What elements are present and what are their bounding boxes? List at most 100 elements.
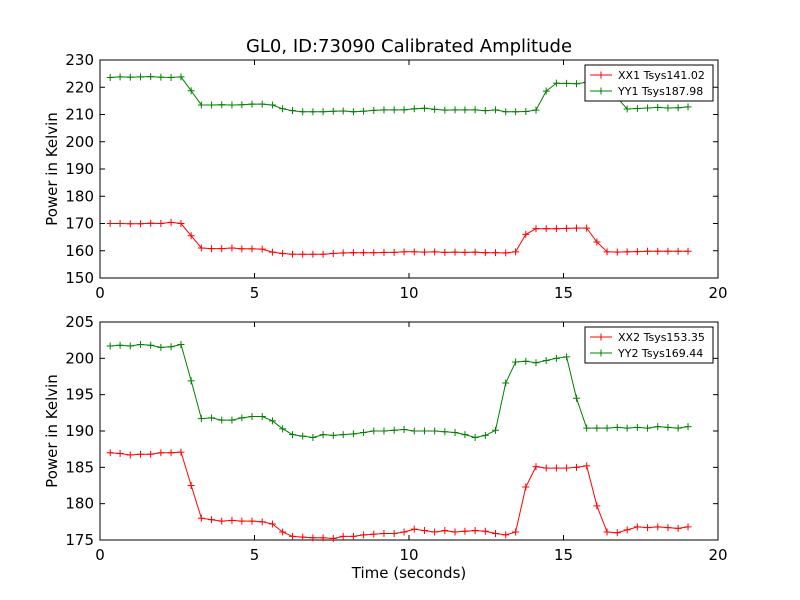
data-point bbox=[187, 377, 195, 385]
data-point bbox=[268, 520, 276, 528]
data-point bbox=[481, 431, 489, 439]
x-tick-label: 15 bbox=[554, 546, 573, 564]
data-point bbox=[126, 73, 134, 81]
data-point bbox=[552, 354, 560, 362]
data-point bbox=[664, 104, 672, 112]
data-point bbox=[522, 357, 530, 365]
x-tick-label: 10 bbox=[399, 284, 418, 302]
data-point bbox=[329, 107, 337, 115]
data-point bbox=[299, 250, 307, 258]
x-tick-label: 15 bbox=[554, 284, 573, 302]
data-point bbox=[248, 412, 256, 420]
data-point bbox=[147, 341, 155, 349]
data-point bbox=[451, 248, 459, 256]
data-point bbox=[157, 220, 165, 227]
data-point bbox=[654, 523, 662, 531]
data-point bbox=[248, 517, 256, 525]
y-tick-label: 175 bbox=[65, 531, 94, 549]
data-point bbox=[258, 245, 266, 253]
legend-box bbox=[584, 326, 714, 364]
legend-marker bbox=[597, 71, 605, 79]
data-point bbox=[329, 431, 337, 439]
data-point bbox=[329, 249, 337, 257]
data-point bbox=[613, 248, 621, 256]
data-point bbox=[309, 434, 317, 442]
data-point bbox=[360, 107, 368, 115]
data-point bbox=[329, 535, 337, 543]
data-point bbox=[481, 527, 489, 535]
data-point bbox=[532, 225, 540, 233]
data-point bbox=[339, 431, 347, 439]
data-point bbox=[319, 250, 327, 258]
data-point bbox=[441, 428, 449, 436]
data-point bbox=[299, 533, 307, 541]
data-point bbox=[492, 529, 500, 537]
data-point bbox=[633, 523, 641, 531]
data-point bbox=[451, 528, 459, 536]
data-point bbox=[289, 107, 297, 115]
data-point bbox=[279, 528, 287, 536]
data-point bbox=[420, 527, 428, 535]
legend: XX2 Tsys153.35 YY2 Tsys169.44 bbox=[584, 326, 714, 364]
data-point bbox=[177, 341, 185, 349]
data-point bbox=[431, 105, 439, 113]
data-point bbox=[157, 343, 165, 351]
data-point bbox=[238, 245, 246, 253]
data-point bbox=[268, 101, 276, 109]
data-point bbox=[380, 248, 388, 256]
data-point bbox=[451, 428, 459, 436]
data-point bbox=[187, 87, 195, 95]
data-point bbox=[390, 426, 398, 434]
data-point bbox=[431, 248, 439, 256]
data-point bbox=[400, 528, 408, 536]
plot-panel-bottom: 0 5 10 15 20 175 180 185 190 195 200 205 Power in Ke… bbox=[43, 313, 728, 564]
data-point bbox=[238, 414, 246, 422]
data-point bbox=[644, 424, 652, 432]
data-point bbox=[461, 431, 469, 439]
y-tick-label: 230 bbox=[65, 51, 94, 69]
data-point bbox=[522, 230, 530, 238]
data-point bbox=[167, 73, 175, 81]
data-point bbox=[451, 106, 459, 114]
data-point bbox=[167, 449, 175, 457]
data-point bbox=[157, 73, 165, 81]
x-tick-label: 20 bbox=[708, 284, 727, 302]
data-point bbox=[208, 516, 216, 524]
data-point bbox=[228, 244, 236, 252]
data-point bbox=[684, 247, 692, 255]
data-point bbox=[461, 248, 469, 256]
data-point bbox=[563, 224, 571, 232]
data-point bbox=[248, 245, 256, 253]
data-point bbox=[289, 431, 297, 439]
series-2 bbox=[106, 341, 692, 442]
data-point bbox=[136, 73, 144, 81]
data-point bbox=[309, 108, 317, 116]
data-point bbox=[623, 248, 631, 256]
data-point bbox=[674, 104, 682, 112]
y-axis-label: Power in Kelvin bbox=[43, 112, 61, 226]
data-point bbox=[390, 248, 398, 256]
data-point bbox=[572, 224, 580, 232]
x-tick-label: 5 bbox=[250, 284, 260, 302]
data-point bbox=[563, 79, 571, 87]
data-point bbox=[532, 463, 540, 471]
data-point bbox=[664, 247, 672, 255]
data-point bbox=[187, 482, 195, 489]
data-point bbox=[623, 105, 631, 113]
data-point bbox=[116, 450, 124, 458]
data-point bbox=[674, 524, 682, 532]
legend-box bbox=[584, 64, 714, 102]
data-point bbox=[258, 100, 266, 108]
data-point bbox=[492, 249, 500, 257]
data-point bbox=[583, 224, 591, 232]
data-point bbox=[370, 249, 378, 257]
data-point bbox=[603, 424, 611, 432]
data-point bbox=[633, 105, 641, 113]
data-point bbox=[623, 424, 631, 432]
data-point bbox=[339, 532, 347, 540]
data-point bbox=[218, 416, 226, 424]
series-1 bbox=[106, 448, 692, 543]
data-point bbox=[684, 423, 692, 431]
data-point bbox=[319, 534, 327, 542]
